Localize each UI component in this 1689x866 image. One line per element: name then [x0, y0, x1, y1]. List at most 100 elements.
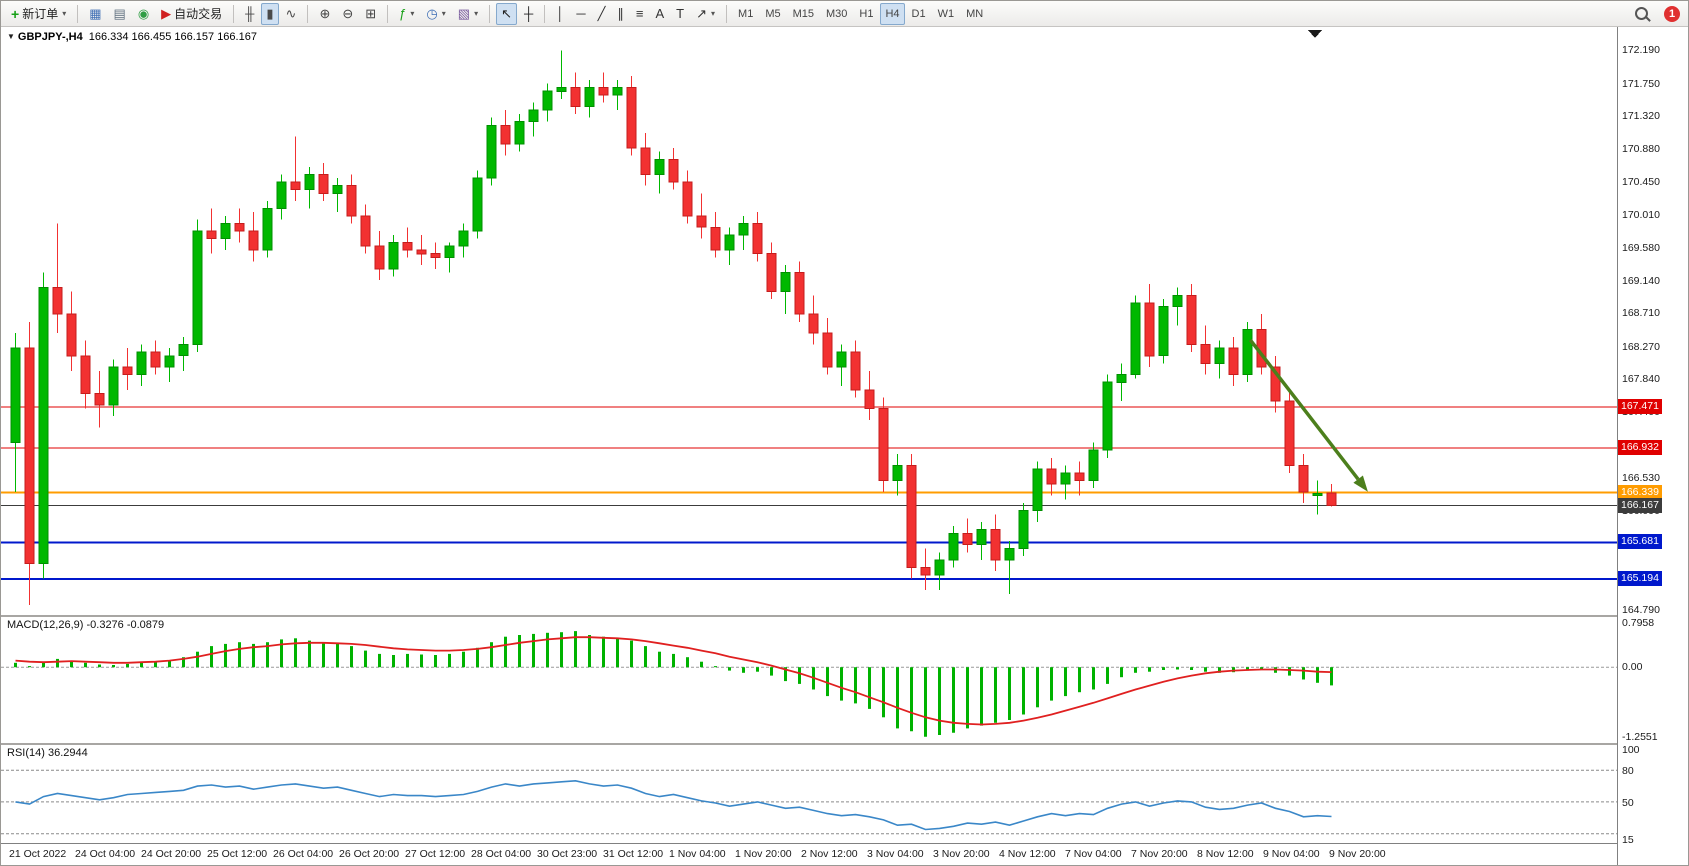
dropdown-caret-icon[interactable]: ▾ — [62, 9, 67, 18]
templates-button[interactable]: ▧ ▾ — [453, 3, 483, 25]
price-level-badge: 166.932 — [1618, 440, 1662, 455]
horizontal-line-button[interactable]: ─ — [571, 3, 590, 25]
candle — [290, 181, 301, 190]
time-tick: 30 Oct 23:00 — [537, 848, 598, 860]
tf-m30-button[interactable]: M30 — [821, 3, 852, 25]
zoom-in-button[interactable]: ⊕ — [314, 3, 335, 25]
data-window-button[interactable]: ▤ — [109, 3, 131, 25]
time-tick: 8 Nov 12:00 — [1197, 848, 1254, 860]
channel-button[interactable]: ∥ — [612, 3, 629, 25]
tf-d1-button[interactable]: D1 — [907, 3, 931, 25]
tf-d1-label: D1 — [911, 7, 926, 20]
tf-mn-label: MN — [966, 7, 984, 20]
candle — [402, 241, 413, 251]
candle — [486, 124, 497, 179]
candle — [122, 366, 133, 376]
macd-name: MACD(12,26,9) — [7, 619, 84, 631]
candlestick-icon: ▮ — [266, 6, 274, 21]
collapse-triangle-icon[interactable]: ▼ — [7, 32, 15, 41]
time-tick: 27 Oct 12:00 — [405, 848, 466, 860]
time-tick: 2 Nov 12:00 — [801, 848, 858, 860]
ohlc-values: 166.334 166.455 166.157 166.167 — [88, 31, 257, 43]
vertical-line-button[interactable]: │ — [551, 3, 569, 25]
price-tick: 170.880 — [1622, 143, 1660, 155]
symbol-label: GBPJPY-,H4 — [17, 31, 83, 43]
dropdown-caret-icon[interactable]: ▾ — [474, 9, 479, 18]
tile-windows-button[interactable]: ⊞ — [360, 3, 381, 25]
tf-w1-button[interactable]: W1 — [933, 3, 960, 25]
candle — [150, 351, 161, 368]
toolbar-separator — [233, 4, 235, 23]
candle-chart-button[interactable]: ▮ — [261, 2, 279, 25]
rsi-label: RSI(14) 36.2944 — [7, 747, 88, 759]
fibonacci-button[interactable]: ≡ — [631, 3, 649, 25]
search-button[interactable] — [1630, 3, 1653, 25]
time-axis: 21 Oct 2022 24 Oct 04:00 24 Oct 20:00 25 Oc… — [1, 843, 1617, 865]
tf-m5-label: M5 — [765, 7, 781, 20]
candle — [346, 185, 357, 217]
price-tick: 167.840 — [1622, 373, 1660, 385]
indicators-button[interactable]: ƒ ▾ — [394, 3, 419, 25]
autotrade-button[interactable]: ▶ 自动交易 — [156, 3, 227, 25]
candle — [794, 272, 805, 315]
candle — [94, 393, 105, 406]
candle — [38, 287, 49, 565]
tf-m1-button[interactable]: M1 — [733, 3, 758, 25]
candle — [374, 245, 385, 270]
candle — [136, 351, 147, 376]
candle — [276, 181, 287, 209]
pane-separator[interactable] — [1, 615, 1617, 617]
candle — [388, 241, 399, 270]
candle — [878, 408, 889, 482]
crosshair-button[interactable]: ┼ — [519, 3, 538, 25]
candle — [850, 351, 861, 391]
line-chart-button[interactable]: ∿ — [281, 3, 302, 25]
arrow-objects-button[interactable]: ↗ ▾ — [691, 3, 720, 25]
pane-separator[interactable] — [1, 743, 1617, 745]
price-tick: 166.530 — [1622, 472, 1660, 484]
candle — [10, 347, 21, 444]
candle — [668, 158, 679, 183]
candle — [1228, 347, 1239, 376]
line-chart-icon: ∿ — [285, 6, 297, 21]
tf-m5-button[interactable]: M5 — [760, 3, 785, 25]
periods-button[interactable]: ◷ ▾ — [421, 3, 450, 25]
bar-chart-button[interactable]: ╫ — [240, 3, 259, 25]
chart-window-button[interactable]: ▦ — [84, 3, 106, 25]
trend-arrow[interactable] — [1248, 338, 1360, 481]
trendline-button[interactable]: ╱ — [593, 3, 611, 25]
price-pane[interactable] — [1, 27, 1617, 615]
tf-mn-button[interactable]: MN — [961, 3, 988, 25]
text-button[interactable]: A — [650, 3, 669, 25]
candle — [682, 181, 693, 217]
candle — [738, 223, 749, 236]
text-icon: A — [655, 6, 665, 21]
candle — [164, 355, 175, 368]
text-label-button[interactable]: T — [671, 3, 689, 25]
dropdown-caret-icon[interactable]: ▾ — [410, 9, 415, 18]
tf-h1-button[interactable]: H1 — [854, 3, 878, 25]
zoom-out-button[interactable]: ⊖ — [337, 3, 358, 25]
macd-axis-tick: -1.2551 — [1622, 731, 1658, 743]
tf-h4-button[interactable]: H4 — [880, 2, 905, 25]
dropdown-caret-icon[interactable]: ▾ — [441, 9, 446, 18]
candle — [500, 124, 511, 145]
macd-pane[interactable] — [1, 617, 1617, 743]
cursor-icon: ↖ — [501, 6, 512, 21]
market-watch-button[interactable]: ◉ — [133, 3, 154, 25]
tf-m15-button[interactable]: M15 — [788, 3, 819, 25]
candle — [864, 389, 875, 410]
candle — [472, 177, 483, 232]
candle — [1102, 381, 1113, 451]
trend-arrow-head[interactable] — [1353, 475, 1368, 492]
dropdown-caret-icon[interactable]: ▾ — [711, 9, 716, 18]
candle — [1088, 449, 1099, 481]
cursor-button[interactable]: ↖ — [496, 2, 517, 25]
chart-shift-marker[interactable] — [1308, 30, 1322, 38]
toolbar-separator — [726, 4, 728, 23]
notification-badge[interactable]: 1 — [1664, 5, 1680, 22]
candle — [80, 355, 91, 395]
rsi-pane[interactable] — [1, 745, 1617, 843]
price-tick: 168.710 — [1622, 307, 1660, 319]
new-order-button[interactable]: + 新订单 ▾ — [6, 3, 71, 25]
